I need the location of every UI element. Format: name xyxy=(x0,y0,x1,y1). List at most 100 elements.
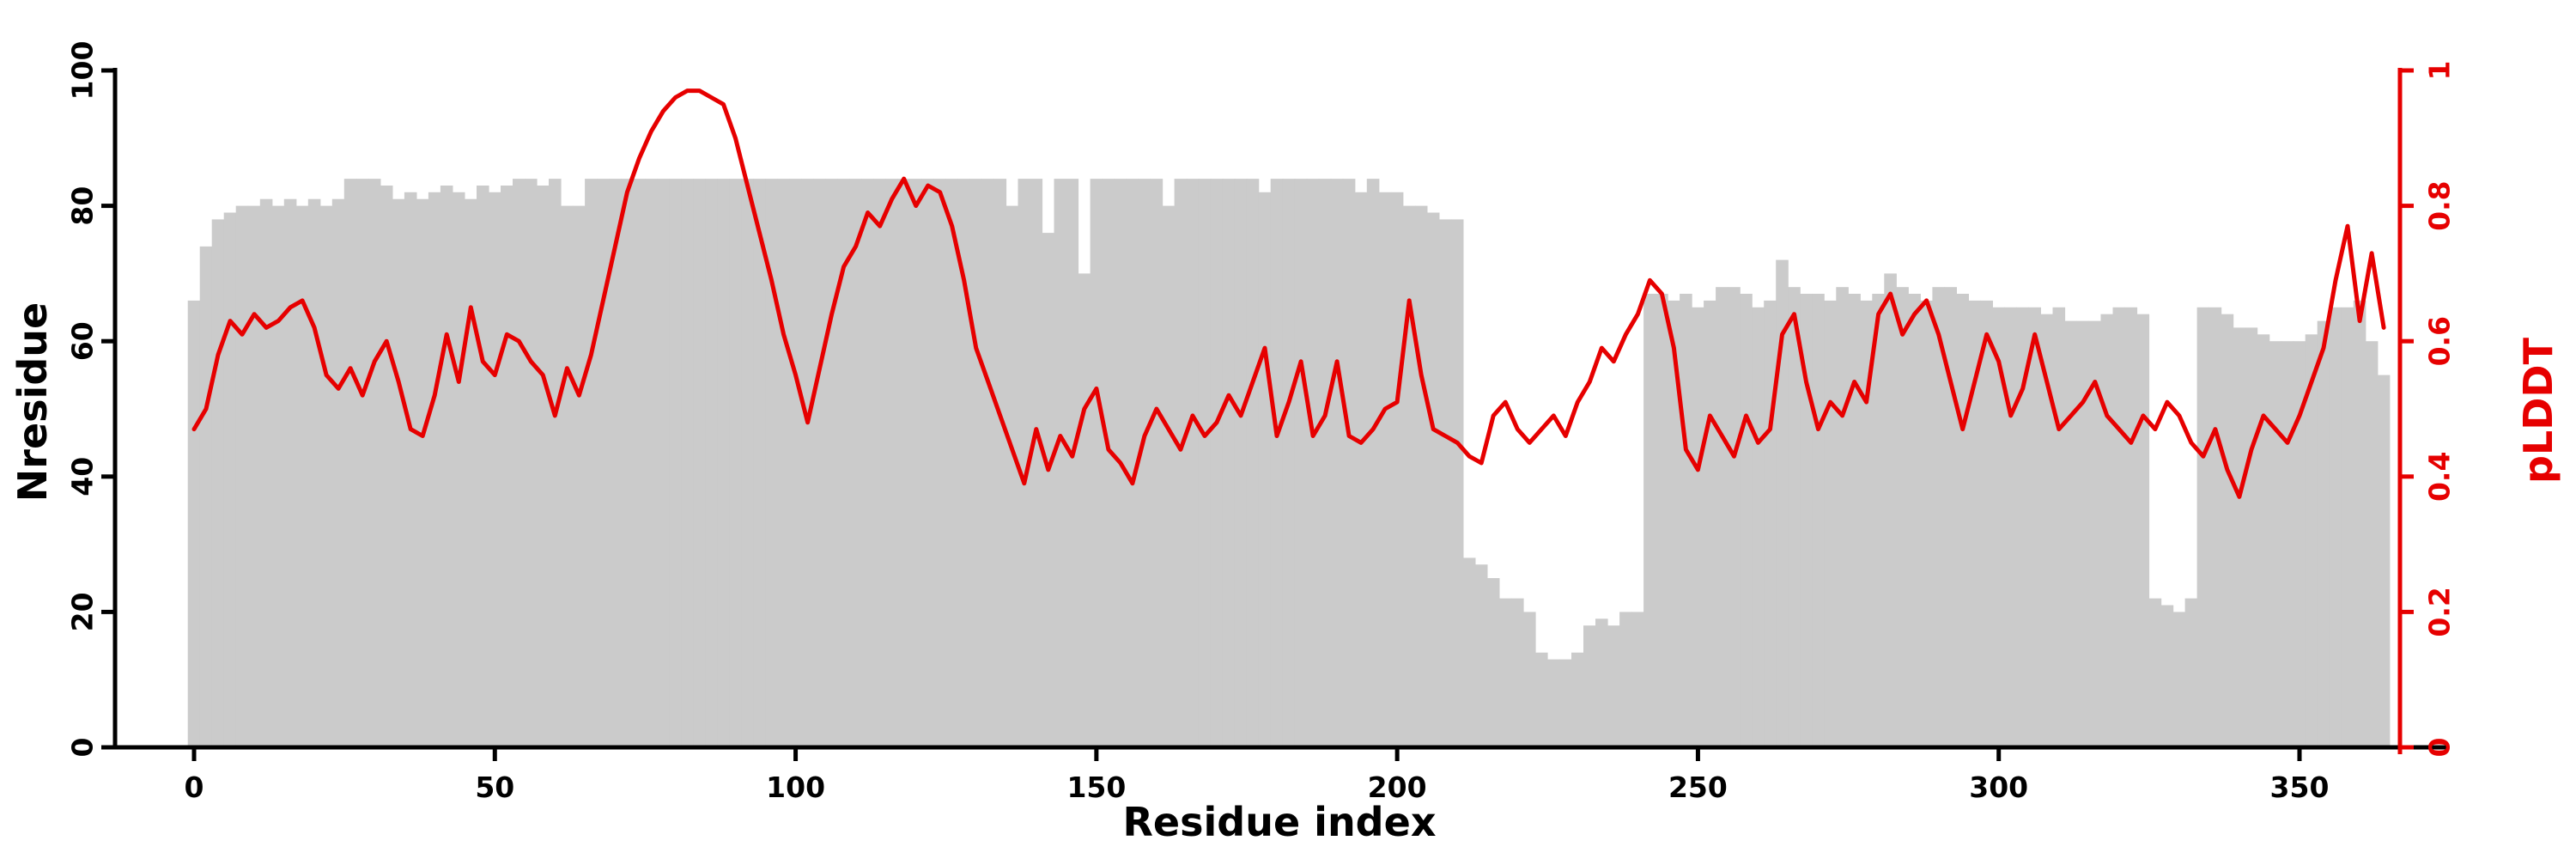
coverage-bar xyxy=(693,179,706,748)
coverage-bar xyxy=(1246,179,1260,748)
coverage-bar xyxy=(1656,294,1668,747)
coverage-bar xyxy=(1282,179,1296,748)
coverage-bar xyxy=(1692,307,1704,747)
coverage-bar xyxy=(1920,300,1933,747)
coverage-bar xyxy=(777,179,790,748)
coverage-bar xyxy=(945,179,958,748)
coverage-bar xyxy=(271,205,285,748)
coverage-bar xyxy=(2076,320,2090,747)
coverage-bar xyxy=(2221,314,2234,747)
y-left-tick-label: 100 xyxy=(66,41,100,101)
coverage-bar xyxy=(981,179,994,748)
coverage-bar xyxy=(2329,307,2342,747)
coverage-bar xyxy=(537,186,550,747)
coverage-bar xyxy=(1306,179,1320,748)
coverage-bar xyxy=(2196,307,2210,747)
coverage-bar xyxy=(2208,307,2222,747)
coverage-bar xyxy=(561,205,574,748)
coverage-bar xyxy=(921,179,934,748)
y-axis-title-left: Nresidue xyxy=(9,302,56,503)
x-axis-title: Residue index xyxy=(1122,799,1437,845)
coverage-bar xyxy=(957,179,970,748)
coverage-bar xyxy=(1631,612,1644,747)
coverage-bar xyxy=(416,198,429,747)
coverage-bar xyxy=(2088,320,2102,747)
coverage-bar xyxy=(1716,287,1728,747)
y-axis-title-right: pLDDT xyxy=(2515,338,2561,484)
coverage-bar xyxy=(1294,179,1308,748)
coverage-bar xyxy=(1366,179,1380,748)
coverage-bar xyxy=(2184,598,2198,747)
x-tick-label: 50 xyxy=(475,771,514,804)
plddt-line xyxy=(191,88,2386,499)
coverage-bar xyxy=(1800,294,1813,747)
coverage-bar xyxy=(1498,598,1512,747)
coverage-bar xyxy=(2064,320,2078,747)
coverage-bar xyxy=(1318,179,1332,748)
coverage-bar xyxy=(1788,287,1801,747)
y-right-tick-label: 0.8 xyxy=(2423,180,2457,230)
y-left-tick-label: 60 xyxy=(66,321,100,361)
coverage-bar xyxy=(1462,557,1476,747)
coverage-bar xyxy=(1619,612,1632,747)
coverage-bar xyxy=(1764,300,1777,747)
coverage-bar xyxy=(1138,179,1151,748)
coverage-bar xyxy=(729,179,742,748)
coverage-bar xyxy=(2148,598,2162,747)
coverage-bar xyxy=(1402,205,1416,748)
coverage-bar xyxy=(861,179,874,748)
coverage-bar xyxy=(1474,564,1488,747)
coverage-bar xyxy=(1486,578,1500,747)
coverage-bar xyxy=(1848,294,1861,747)
coverage-bar xyxy=(2233,327,2246,747)
coverage-bar xyxy=(1126,179,1139,748)
coverage-bar xyxy=(1860,300,1873,747)
coverage-bar xyxy=(1330,179,1344,748)
coverage-bar xyxy=(452,192,465,748)
coverage-bar xyxy=(825,179,838,748)
coverage-bar xyxy=(1992,307,2005,747)
y-left-tick-label: 20 xyxy=(66,592,100,631)
coverage-bar xyxy=(295,205,309,748)
coverage-bar xyxy=(1980,300,1993,747)
coverage-bar xyxy=(1150,179,1163,748)
coverage-bar xyxy=(187,300,201,747)
coverage-bar xyxy=(2293,341,2306,747)
coverage-bar xyxy=(343,179,357,748)
x-tick-label: 150 xyxy=(1066,771,1126,804)
coverage-bar xyxy=(1378,192,1392,748)
coverage-bar xyxy=(2004,307,2017,747)
x-tick-label: 0 xyxy=(185,771,204,804)
y-right-tick-label: 1 xyxy=(2423,61,2457,81)
x-tick-label: 300 xyxy=(1969,771,2028,804)
coverage-bar xyxy=(259,198,273,747)
coverage-bar xyxy=(1438,219,1452,747)
coverage-bar xyxy=(753,179,766,748)
x-tick-label: 250 xyxy=(1668,771,1728,804)
coverage-bar xyxy=(1896,287,1909,747)
coverage-bar xyxy=(1547,659,1560,747)
coverage-bar xyxy=(1234,179,1248,748)
coverage-bar xyxy=(525,179,538,748)
coverage-bar xyxy=(1680,294,1692,747)
coverage-bar xyxy=(199,246,213,747)
coverage-bar xyxy=(1836,287,1849,747)
coverage-bar xyxy=(1354,192,1368,748)
coverage-bar xyxy=(235,205,249,748)
coverage-bar xyxy=(765,179,778,748)
coverage-bar xyxy=(2245,327,2258,747)
coverage-bar xyxy=(2124,307,2138,747)
coverage-bar xyxy=(633,179,646,748)
coverage-bar xyxy=(1090,179,1103,748)
coverage-bar xyxy=(368,179,381,748)
y-right-tick-label: 0.2 xyxy=(2423,587,2457,637)
coverage-bar xyxy=(2341,307,2354,747)
coverage-bar xyxy=(1884,273,1897,747)
coverage-bar xyxy=(1872,294,1885,747)
coverage-bar xyxy=(2365,341,2379,747)
coverage-bar xyxy=(1414,205,1428,748)
coverage-bar xyxy=(1174,179,1188,748)
coverage-bar xyxy=(1523,612,1536,747)
coverage-bar xyxy=(789,179,802,748)
